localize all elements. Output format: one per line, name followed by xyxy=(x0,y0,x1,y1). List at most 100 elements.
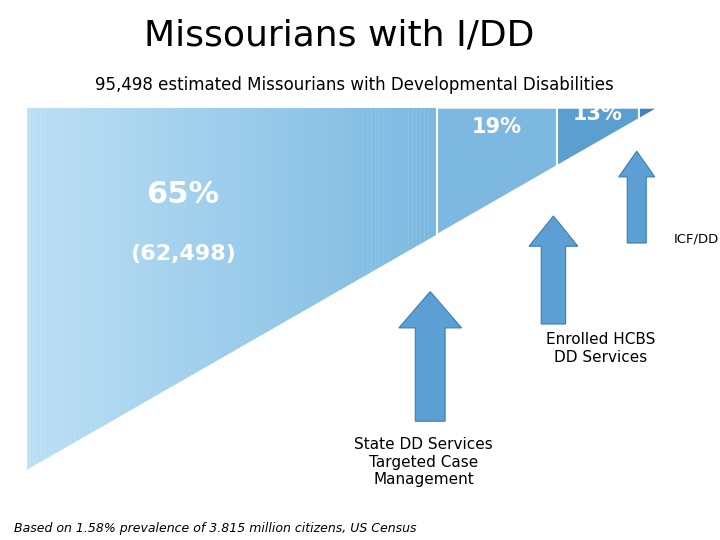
Polygon shape xyxy=(207,108,212,366)
Polygon shape xyxy=(240,108,244,348)
Polygon shape xyxy=(171,108,175,388)
Polygon shape xyxy=(81,108,84,439)
Polygon shape xyxy=(310,108,314,308)
Polygon shape xyxy=(363,108,367,277)
Polygon shape xyxy=(187,108,191,378)
Polygon shape xyxy=(60,108,64,451)
Polygon shape xyxy=(343,108,347,289)
Polygon shape xyxy=(134,108,138,409)
Text: 95,498 estimated Missourians with Developmental Disabilities: 95,498 estimated Missourians with Develo… xyxy=(95,76,613,93)
Polygon shape xyxy=(72,108,76,444)
Polygon shape xyxy=(101,108,105,428)
Polygon shape xyxy=(529,216,578,324)
Polygon shape xyxy=(203,108,207,369)
Polygon shape xyxy=(425,108,429,242)
Polygon shape xyxy=(52,108,56,456)
Text: 65%: 65% xyxy=(146,180,220,209)
Polygon shape xyxy=(326,108,330,298)
Polygon shape xyxy=(199,108,203,371)
Polygon shape xyxy=(261,108,265,336)
Polygon shape xyxy=(31,108,35,468)
Polygon shape xyxy=(408,108,413,251)
Polygon shape xyxy=(437,108,557,235)
Polygon shape xyxy=(273,108,277,329)
Polygon shape xyxy=(289,108,294,319)
Polygon shape xyxy=(166,108,171,390)
Polygon shape xyxy=(338,108,343,291)
Polygon shape xyxy=(347,108,351,286)
Polygon shape xyxy=(117,108,122,418)
Polygon shape xyxy=(256,108,261,338)
Polygon shape xyxy=(64,108,68,449)
Polygon shape xyxy=(220,108,224,359)
Polygon shape xyxy=(195,108,199,373)
Polygon shape xyxy=(359,108,363,279)
Polygon shape xyxy=(175,108,179,385)
Polygon shape xyxy=(154,108,158,397)
Polygon shape xyxy=(557,108,639,166)
Text: Enrolled HCBS
DD Services: Enrolled HCBS DD Services xyxy=(546,332,656,365)
Polygon shape xyxy=(43,108,48,461)
Polygon shape xyxy=(399,292,462,421)
Polygon shape xyxy=(384,108,388,265)
Polygon shape xyxy=(388,108,392,263)
Polygon shape xyxy=(413,108,416,249)
Polygon shape xyxy=(294,108,297,317)
Polygon shape xyxy=(318,108,323,303)
Polygon shape xyxy=(277,108,282,326)
Polygon shape xyxy=(379,108,384,267)
Polygon shape xyxy=(183,108,187,381)
Polygon shape xyxy=(302,108,306,312)
Polygon shape xyxy=(138,108,142,406)
Polygon shape xyxy=(56,108,60,454)
Polygon shape xyxy=(323,108,326,300)
Text: Based on 1.58% prevalence of 3.815 million citizens, US Census: Based on 1.58% prevalence of 3.815 milli… xyxy=(14,522,416,535)
Polygon shape xyxy=(35,108,40,465)
Polygon shape xyxy=(48,108,52,458)
Polygon shape xyxy=(355,108,359,282)
Polygon shape xyxy=(330,108,335,296)
Polygon shape xyxy=(142,108,146,404)
Polygon shape xyxy=(150,108,154,399)
Polygon shape xyxy=(27,108,657,470)
Polygon shape xyxy=(236,108,240,350)
Text: Missourians with I/DD: Missourians with I/DD xyxy=(144,19,534,53)
Text: ICF/DD: ICF/DD xyxy=(674,232,719,245)
Polygon shape xyxy=(96,108,101,430)
Polygon shape xyxy=(228,108,232,355)
Polygon shape xyxy=(433,108,437,237)
Polygon shape xyxy=(40,108,43,463)
Polygon shape xyxy=(400,108,404,256)
Text: (62,498): (62,498) xyxy=(130,244,236,264)
Polygon shape xyxy=(216,108,220,362)
Polygon shape xyxy=(224,108,228,357)
Polygon shape xyxy=(404,108,408,253)
Polygon shape xyxy=(429,108,433,239)
Polygon shape xyxy=(248,108,253,343)
Polygon shape xyxy=(232,108,236,352)
Polygon shape xyxy=(351,108,355,284)
Polygon shape xyxy=(367,108,372,275)
Polygon shape xyxy=(109,108,113,423)
Polygon shape xyxy=(372,108,376,272)
Polygon shape xyxy=(125,108,130,413)
Polygon shape xyxy=(420,108,425,244)
Polygon shape xyxy=(639,108,657,119)
Polygon shape xyxy=(282,108,285,324)
Polygon shape xyxy=(27,108,657,470)
Polygon shape xyxy=(335,108,338,293)
Polygon shape xyxy=(27,108,31,470)
Polygon shape xyxy=(163,108,166,392)
Text: State DD Services
Targeted Case
Management: State DD Services Targeted Case Manageme… xyxy=(354,437,492,487)
Text: 19%: 19% xyxy=(472,117,522,137)
Polygon shape xyxy=(93,108,96,432)
Polygon shape xyxy=(130,108,134,411)
Polygon shape xyxy=(113,108,117,421)
Polygon shape xyxy=(76,108,81,442)
Polygon shape xyxy=(212,108,216,364)
Polygon shape xyxy=(253,108,256,340)
Text: 13%: 13% xyxy=(573,104,623,124)
Polygon shape xyxy=(191,108,195,376)
Polygon shape xyxy=(396,108,400,258)
Polygon shape xyxy=(27,108,437,470)
